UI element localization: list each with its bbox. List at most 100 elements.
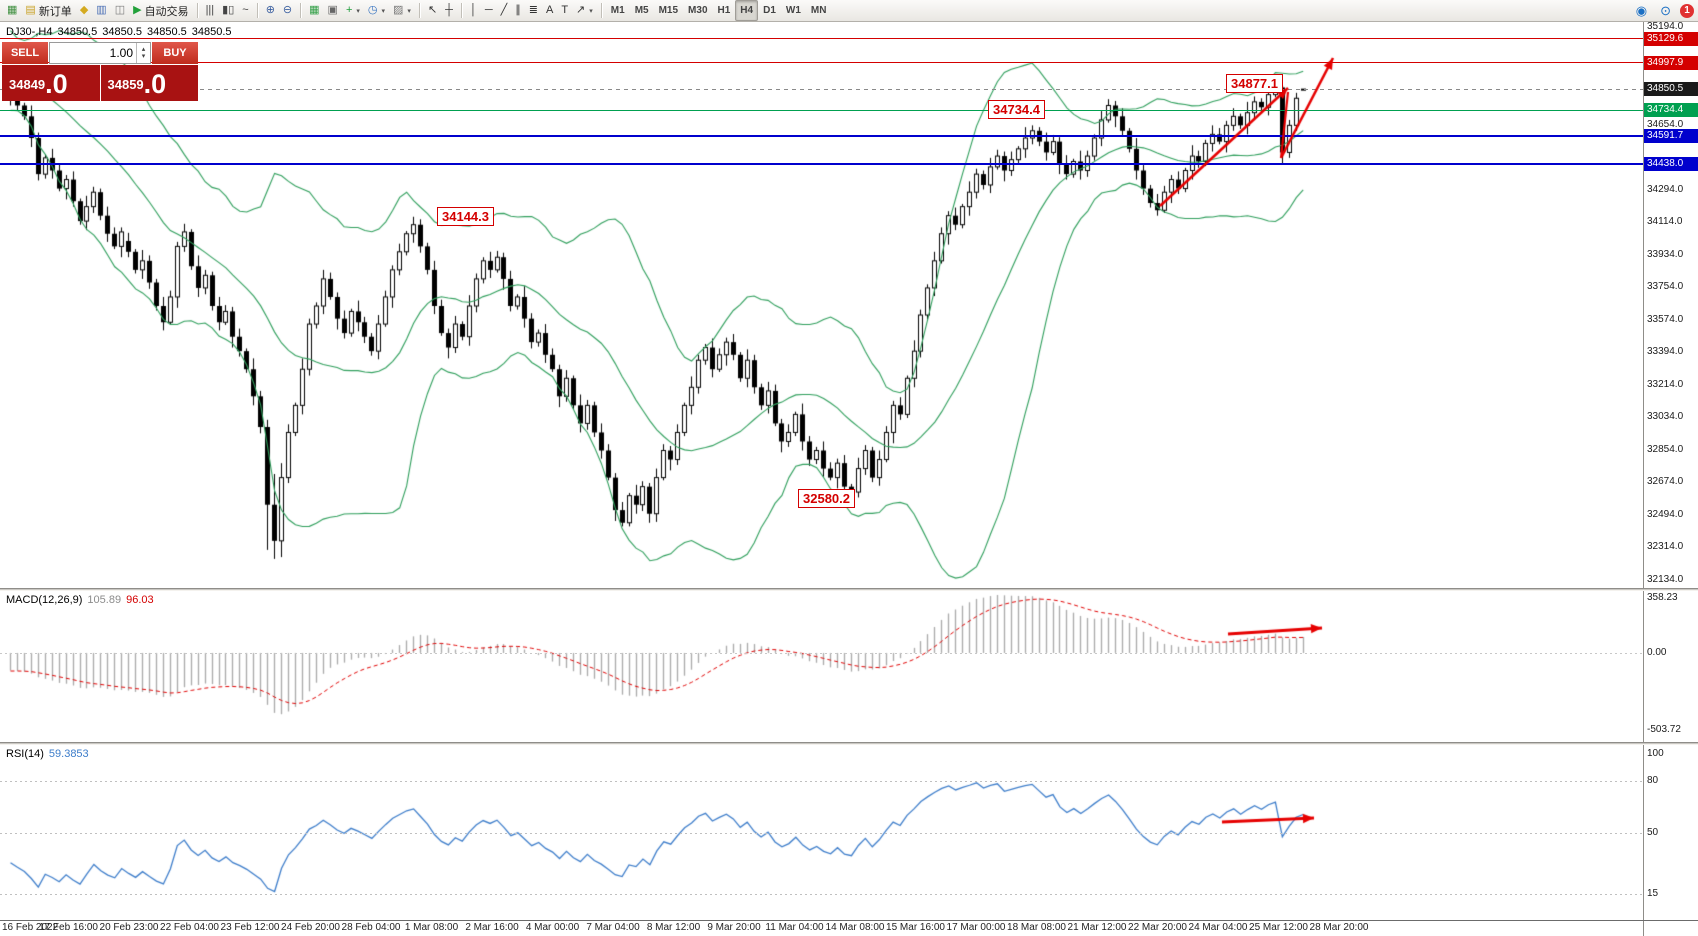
volume-field[interactable]: 1.00 ▴ ▾ (49, 42, 151, 64)
trendline-icon: ╱ (500, 4, 508, 16)
data-window-icon: ◫ (114, 4, 126, 16)
zoom-in-icon: ⊕ (265, 4, 275, 16)
arrows-tool-icon: ↗ (576, 4, 586, 16)
market-watch-icon: ▥ (96, 4, 107, 16)
price-annotation[interactable]: 34144.3 (437, 206, 494, 226)
cursor-button[interactable]: ↖ (424, 0, 441, 21)
price-badge: 35129.6 (1644, 31, 1698, 46)
autotrading-button[interactable]: ▶ 自动交易 (129, 0, 192, 21)
sell-price-main: 34849 (9, 77, 46, 92)
timeframe-m5-button[interactable]: M5 (634, 5, 649, 16)
toolbar-community-button[interactable]: ◉ (1632, 1, 1651, 22)
toolbar-separator (600, 3, 602, 18)
toolbar-right-icons: ◉ ⊙ 1 (1632, 1, 1694, 21)
timeframe-mn-button[interactable]: MN (810, 5, 827, 16)
fibonacci-icon: ≣ (528, 4, 538, 16)
zoom-in-button[interactable]: ⊕ (262, 0, 279, 21)
timeframe-h1-button[interactable]: H1 (717, 5, 731, 16)
channel-button[interactable]: ∥ (511, 0, 525, 21)
line-chart-icon: ~ (242, 4, 249, 16)
autotrading-icon: ▶ (133, 4, 142, 16)
timeframe-m1-button[interactable]: M1 (610, 5, 625, 16)
toolbar-separator (256, 3, 258, 18)
stepper-down-icon[interactable]: ▾ (141, 53, 146, 60)
price-badge: 34438.0 (1644, 156, 1698, 171)
notification-badge[interactable]: 1 (1680, 4, 1694, 18)
timeframe-h4-button[interactable]: H4 (735, 0, 759, 21)
text-label-icon: T (561, 4, 569, 16)
templates-button[interactable]: ▨ ▾ (389, 0, 415, 21)
channel-icon: ∥ (515, 4, 521, 16)
crosshair-icon: ┼ (445, 4, 453, 16)
indicators-button[interactable]: + ▾ (342, 0, 364, 21)
price-annotation[interactable]: 34734.4 (988, 100, 1045, 120)
candlestick-chart-icon: ▮▯ (222, 4, 235, 16)
line-chart-button[interactable]: ~ (238, 0, 252, 21)
tile-windows-button[interactable]: ▦ (305, 0, 323, 21)
cursor-icon: ↖ (427, 4, 438, 16)
price-badge: 34591.7 (1644, 128, 1698, 143)
zoom-out-icon: ⊖ (282, 4, 293, 16)
arrows-tool-button[interactable]: ↗ ▾ (572, 0, 597, 21)
data-window-button[interactable]: ◫ (111, 0, 129, 21)
stepper-up-icon[interactable]: ▴ (141, 46, 146, 53)
new-order-icon: ▤ (25, 4, 36, 16)
zoom-out-button[interactable]: ⊖ (279, 0, 296, 21)
buy-price-display[interactable]: 34859.0 (100, 65, 198, 101)
price-badge: 34997.9 (1644, 55, 1698, 70)
toolbar-separator (300, 3, 302, 18)
buy-button[interactable]: BUY (152, 42, 198, 64)
timeframe-m15-button[interactable]: M15 (658, 5, 679, 16)
dropdown-caret-icon: ▾ (407, 7, 411, 15)
crosshair-button[interactable]: ┼ (441, 0, 457, 21)
sell-button[interactable]: SELL (2, 42, 48, 64)
horizontal-line-button[interactable]: ─ (481, 0, 497, 21)
timeframe-w1-button[interactable]: W1 (785, 5, 801, 16)
toolbar-separator (418, 3, 420, 18)
indicators-icon: + (345, 4, 353, 16)
toolbar-separator (196, 3, 198, 18)
autotrading-label: 自动交易 (144, 5, 189, 18)
community-icon: ◉ (1635, 3, 1648, 18)
candlestick-chart-button[interactable]: ▮▯ (218, 0, 238, 21)
bar-chart-button[interactable]: ||| (202, 0, 219, 21)
fibonacci-button[interactable]: ≣ (525, 0, 542, 21)
periods-icon: ◷ (367, 4, 378, 16)
sell-price-frac: .0 (45, 69, 68, 99)
price-annotation[interactable]: 34877.1 (1226, 74, 1283, 94)
volume-value: 1.00 (109, 46, 133, 60)
timeframe-m30-button[interactable]: M30 (688, 5, 708, 16)
horizontal-line-icon: ─ (484, 4, 493, 16)
text-label-button[interactable]: T (557, 0, 572, 21)
market-watch-button[interactable]: ▥ (92, 0, 110, 21)
new-order-label: 新订单 (38, 5, 72, 18)
timeframe-d1-button[interactable]: D1 (763, 5, 776, 16)
price-annotation[interactable]: 32580.2 (798, 489, 855, 509)
buy-price-frac: .0 (143, 69, 167, 99)
auto-arrange-icon: ▣ (327, 4, 338, 16)
trendline-button[interactable]: ╱ (497, 0, 512, 21)
auto-arrange-button[interactable]: ▣ (324, 0, 342, 21)
bar-chart-icon: ||| (205, 4, 215, 16)
tile-windows-icon: ▦ (309, 4, 320, 16)
search-icon: ⊙ (1660, 3, 1671, 18)
dropdown-caret-icon: ▾ (381, 7, 386, 15)
vertical-line-button[interactable]: │ (466, 0, 481, 21)
new-chart-icon: ▦ (7, 4, 18, 16)
symbols-button[interactable]: ◆ (76, 0, 92, 21)
main-toolbar: ▦ ▤ 新订单 ◆ ▥ ◫ ▶ 自动交易 ||| ▮▯ ~ ⊕ ⊖ ▦ ▣ + ▾ ◷ ▾ ▨ ▾ ↖ ┼ │ ─ ╱ ∥ ≣ A T ↗ ▾… (0, 0, 1698, 22)
dropdown-caret-icon: ▾ (356, 7, 360, 15)
text-icon: A (545, 4, 554, 16)
text-button[interactable]: A (542, 0, 557, 21)
price-badge: 34850.5 (1644, 82, 1698, 97)
toolbar-search-button[interactable]: ⊙ (1656, 1, 1675, 22)
toolbar-separator (460, 3, 462, 18)
symbols-icon: ◆ (79, 4, 89, 16)
templates-icon: ▨ (393, 4, 404, 16)
new-chart-button[interactable]: ▦ (3, 0, 21, 21)
periods-button[interactable]: ◷ ▾ (364, 0, 389, 21)
sell-price-display[interactable]: 34849.0 (2, 65, 100, 101)
new-order-button[interactable]: ▤ 新订单 (21, 0, 75, 21)
volume-stepper[interactable]: ▴ ▾ (136, 43, 150, 63)
